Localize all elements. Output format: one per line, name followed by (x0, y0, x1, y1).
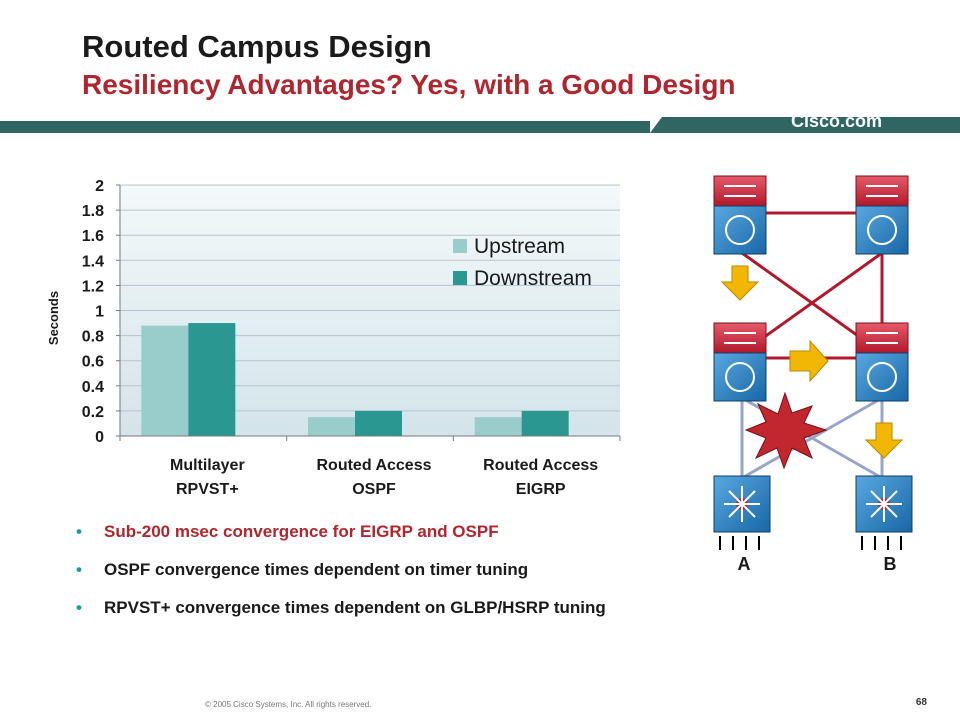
x-tick-label: RPVST+ (176, 481, 239, 498)
bullet-list: • Sub-200 msec convergence for EIGRP and… (74, 520, 874, 634)
bar-downstream-1 (355, 410, 402, 436)
distribution-switch-top-left (713, 175, 767, 255)
legend-label: Downstream (474, 267, 592, 290)
bar-upstream-0 (141, 325, 189, 436)
y-tick-label: 2 (95, 178, 104, 195)
x-tick-label: EIGRP (516, 481, 566, 498)
y-tick-label: 1.6 (82, 228, 104, 245)
slide-subtitle: Resiliency Advantages? Yes, with a Good … (82, 69, 736, 100)
bullet-text: RPVST+ convergence times dependent on GL… (104, 598, 606, 617)
access-switch-b (855, 475, 913, 533)
y-tick-label: 0.4 (82, 379, 104, 396)
host-label-b: B (884, 554, 897, 574)
bullet-dot-icon: • (76, 522, 82, 541)
y-tick-label: 1.4 (82, 253, 104, 270)
y-tick-label: 0.2 (82, 404, 104, 421)
hosts-a (719, 536, 760, 550)
distribution-switch-mid-right (855, 322, 909, 402)
arrow-down-icon (720, 265, 760, 301)
legend-swatch (453, 271, 467, 285)
distribution-switch-mid-left (713, 322, 767, 402)
y-tick-label: 1.2 (82, 278, 104, 295)
host-label-a: A (738, 554, 751, 574)
bullet-text: OSPF convergence times dependent on time… (104, 560, 529, 579)
y-axis-label: Seconds (46, 291, 61, 345)
legend-swatch (453, 239, 467, 253)
bar-chart: 0 0.2 0.4 0.6 0.8 1 1.2 1.4 1.6 1.8 2 Multilayer RP… (46, 178, 621, 498)
network-diagram: A B (713, 175, 913, 574)
distribution-switch-top-right (855, 175, 909, 255)
y-tick-label: 1 (95, 304, 104, 321)
bullet-item: • RPVST+ convergence times dependent on … (74, 596, 874, 634)
page-number: 68 (915, 697, 927, 708)
bar-upstream-1 (308, 417, 355, 436)
bar-upstream-2 (474, 417, 522, 436)
access-switch-a (713, 475, 771, 533)
x-tick-label: Multilayer (170, 457, 245, 474)
arrow-right-icon (789, 339, 829, 383)
y-tick-label: 0.6 (82, 354, 104, 371)
bullet-dot-icon: • (76, 598, 82, 617)
bullet-item: • Sub-200 msec convergence for EIGRP and… (74, 520, 874, 558)
header-bar (0, 117, 960, 133)
x-tick-label: OSPF (352, 481, 396, 498)
bullet-item: • OSPF convergence times dependent on ti… (74, 558, 874, 596)
legend-label: Upstream (474, 235, 565, 258)
bullet-dot-icon: • (76, 560, 82, 579)
slide-title: Routed Campus Design (82, 29, 432, 64)
y-tick-label: 0 (95, 429, 104, 446)
x-tick-label: Routed Access (483, 457, 598, 474)
copyright-text: © 2005 Cisco Systems, Inc. All rights re… (205, 700, 372, 709)
arrow-down-icon (864, 422, 904, 459)
bullet-text: Sub-200 msec convergence for EIGRP and O… (104, 522, 499, 541)
x-tick-label: Routed Access (317, 457, 432, 474)
brand-logo-text: Cisco.com (790, 111, 882, 131)
y-tick-label: 1.8 (82, 203, 104, 220)
bar-downstream-2 (521, 410, 569, 436)
chart-legend: Upstream Downstream (453, 235, 592, 290)
bar-downstream-0 (188, 323, 236, 436)
y-tick-label: 0.8 (82, 329, 104, 346)
link-failure-icon (744, 391, 828, 470)
hosts-b (861, 536, 902, 550)
